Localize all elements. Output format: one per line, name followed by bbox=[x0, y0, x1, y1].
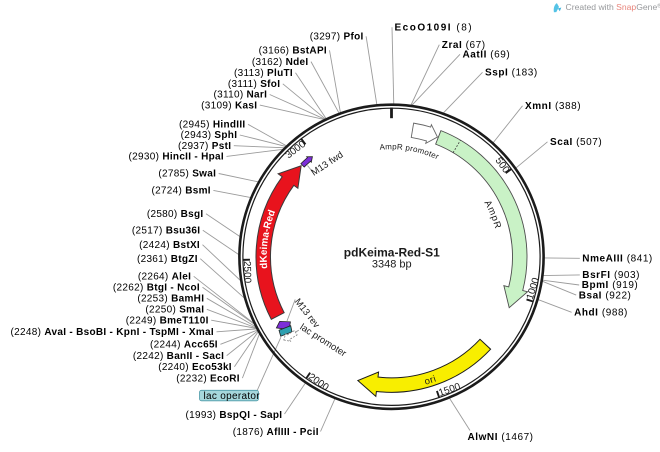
svg-text:(3111) SfoI: (3111) SfoI bbox=[228, 79, 280, 90]
svg-text:(3109) KasI: (3109) KasI bbox=[201, 100, 257, 111]
svg-text:Created with SnapGene®: Created with SnapGene® bbox=[566, 2, 660, 12]
svg-text:(2249) BmeT110I: (2249) BmeT110I bbox=[126, 315, 209, 326]
svg-text:(2930) HincII - HpaI: (2930) HincII - HpaI bbox=[129, 152, 224, 163]
svg-text:(2244) Acc65I: (2244) Acc65I bbox=[150, 340, 218, 351]
svg-text:2500: 2500 bbox=[241, 261, 252, 284]
svg-text:(2248) AvaI - BsoBI - KpnI - T: (2248) AvaI - BsoBI - KpnI - TspMI - Xma… bbox=[11, 327, 214, 338]
svg-text:SspI (183): SspI (183) bbox=[485, 68, 538, 79]
svg-text:AlwNI (1467): AlwNI (1467) bbox=[468, 432, 534, 443]
svg-text:lac operator: lac operator bbox=[204, 391, 261, 402]
svg-text:(2242) BanII - SacI: (2242) BanII - SacI bbox=[133, 351, 224, 362]
svg-text:pdKeima-Red-S1: pdKeima-Red-S1 bbox=[344, 246, 440, 260]
svg-text:(2943) SphI: (2943) SphI bbox=[181, 130, 238, 141]
svg-text:(2264) AleI: (2264) AleI bbox=[138, 272, 191, 283]
svg-text:NmeAIII (841): NmeAIII (841) bbox=[582, 254, 653, 265]
svg-text:(2250) SmaI: (2250) SmaI bbox=[145, 305, 204, 316]
svg-text:EcoO109I (8): EcoO109I (8) bbox=[395, 23, 474, 34]
svg-text:(2262) BtgI - NcoI: (2262) BtgI - NcoI bbox=[113, 283, 200, 294]
svg-text:(1993) BspQI - SapI: (1993) BspQI - SapI bbox=[186, 410, 283, 421]
svg-text:(2937) PstI: (2937) PstI bbox=[178, 141, 231, 152]
svg-text:ScaI (507): ScaI (507) bbox=[550, 137, 602, 148]
svg-text:(3297) PfoI: (3297) PfoI bbox=[310, 32, 364, 43]
svg-text:AhdI (988): AhdI (988) bbox=[574, 308, 628, 319]
svg-text:(2424) BstXI: (2424) BstXI bbox=[139, 240, 200, 251]
svg-text:(3162) NdeI: (3162) NdeI bbox=[252, 57, 309, 68]
svg-text:(3110) NarI: (3110) NarI bbox=[213, 90, 267, 101]
svg-text:(2724) BsmI: (2724) BsmI bbox=[151, 186, 210, 197]
svg-text:BsaI (922): BsaI (922) bbox=[579, 290, 632, 301]
svg-text:3348 bp: 3348 bp bbox=[372, 259, 412, 271]
svg-text:(1876) AflIII - PciI: (1876) AflIII - PciI bbox=[233, 427, 319, 438]
svg-text:(2945) HindIII: (2945) HindIII bbox=[179, 120, 245, 131]
svg-text:(2785) SwaI: (2785) SwaI bbox=[158, 169, 216, 180]
svg-text:(2253) BamHI: (2253) BamHI bbox=[137, 294, 204, 305]
svg-text:(2361) BtgZI: (2361) BtgZI bbox=[137, 254, 198, 265]
svg-text:XmnI (388): XmnI (388) bbox=[525, 101, 581, 112]
svg-text:(3166) BstAPI: (3166) BstAPI bbox=[259, 46, 327, 57]
svg-text:(2232) EcoRI: (2232) EcoRI bbox=[176, 373, 240, 384]
svg-text:AatII (69): AatII (69) bbox=[463, 50, 511, 61]
svg-text:(3113) PluTI: (3113) PluTI bbox=[234, 68, 293, 79]
svg-text:(2240) Eco53kI: (2240) Eco53kI bbox=[158, 362, 232, 373]
svg-text:(2517) Bsu36I: (2517) Bsu36I bbox=[132, 226, 200, 237]
svg-text:(2580) BsgI: (2580) BsgI bbox=[147, 209, 204, 220]
